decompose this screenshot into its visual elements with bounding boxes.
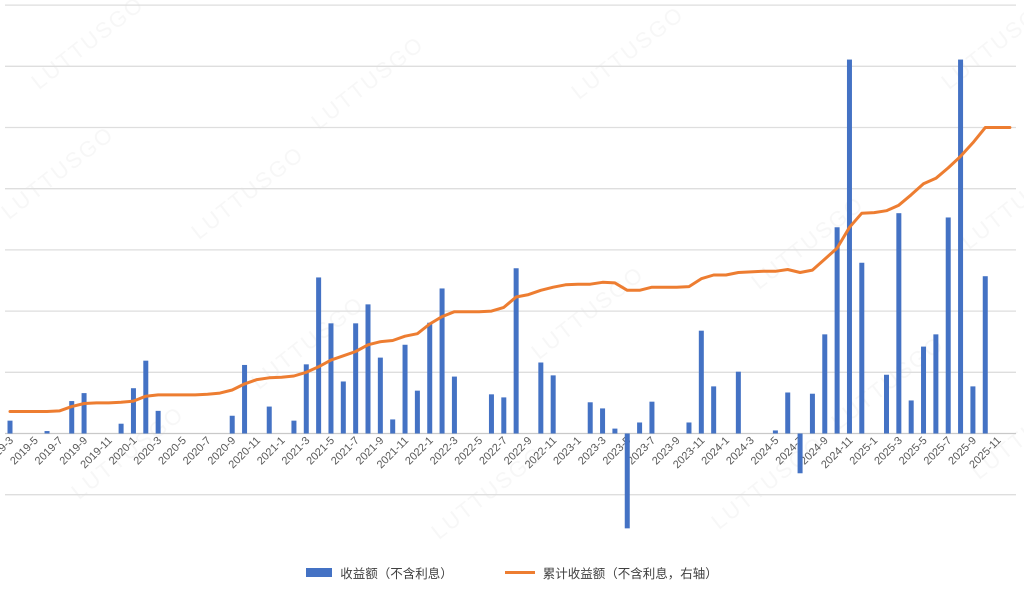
legend-item-bar: 收益额（不含利息） <box>306 563 453 582</box>
line-swatch-icon <box>504 571 535 574</box>
bar <box>908 400 914 434</box>
bar <box>933 334 939 434</box>
bar <box>7 420 13 434</box>
chart-canvas: 2019-32019-52019-72019-92019-112020-1202… <box>0 4 1016 529</box>
bar <box>797 433 803 474</box>
bar <box>377 357 383 434</box>
bar <box>846 59 852 434</box>
bar <box>896 213 902 434</box>
bar-series <box>7 59 988 529</box>
legend: 收益额（不含利息） 累计收益额（不含利息，右轴） <box>0 563 1024 582</box>
bar <box>883 374 889 434</box>
bar <box>711 386 717 434</box>
bar <box>353 323 359 434</box>
bar <box>340 381 346 434</box>
line-series <box>8 126 1012 413</box>
bar <box>316 277 322 434</box>
legend-label-bar: 收益额（不含利息） <box>340 567 453 581</box>
bar <box>513 268 519 434</box>
x-axis-labels: 2019-32019-52019-72019-92019-112020-1202… <box>0 435 1004 471</box>
bar <box>945 217 951 434</box>
bar <box>612 428 618 434</box>
bar <box>970 386 976 434</box>
bar <box>402 344 408 434</box>
bar <box>266 406 272 434</box>
bar <box>414 390 420 434</box>
bar <box>772 430 778 434</box>
bar <box>735 371 741 434</box>
bar <box>921 346 927 434</box>
bar <box>155 410 161 434</box>
bar <box>390 419 396 434</box>
bar <box>303 364 309 434</box>
bar <box>538 362 544 434</box>
bar <box>698 330 704 434</box>
bar <box>785 392 791 434</box>
bar <box>365 304 371 434</box>
bar-swatch-icon <box>306 568 333 577</box>
bar <box>451 376 457 434</box>
gridlines <box>5 4 1016 496</box>
bar <box>624 433 630 529</box>
bar <box>834 227 840 434</box>
bar <box>242 364 248 434</box>
bar <box>637 422 643 434</box>
bar <box>291 420 297 434</box>
bar <box>328 323 334 434</box>
bar <box>69 401 75 434</box>
bar <box>427 322 433 434</box>
bar <box>822 334 828 434</box>
bar <box>44 431 50 434</box>
bar <box>809 393 815 434</box>
bar <box>958 59 964 434</box>
bar <box>587 402 593 434</box>
cumulative-line <box>8 126 1012 413</box>
bar <box>649 401 655 434</box>
legend-item-line: 累计收益额（不含利息，右轴） <box>504 563 718 582</box>
bar <box>130 388 136 434</box>
bar <box>118 423 124 434</box>
bar <box>501 397 507 434</box>
bar <box>982 276 988 434</box>
bar <box>600 408 606 434</box>
bar <box>550 375 556 434</box>
bar <box>686 422 692 434</box>
bar <box>439 288 445 434</box>
bar <box>229 415 235 434</box>
legend-label-line: 累计收益额（不含利息，右轴） <box>542 567 718 581</box>
bar <box>488 394 494 434</box>
bar <box>81 393 87 434</box>
bar <box>859 262 865 434</box>
